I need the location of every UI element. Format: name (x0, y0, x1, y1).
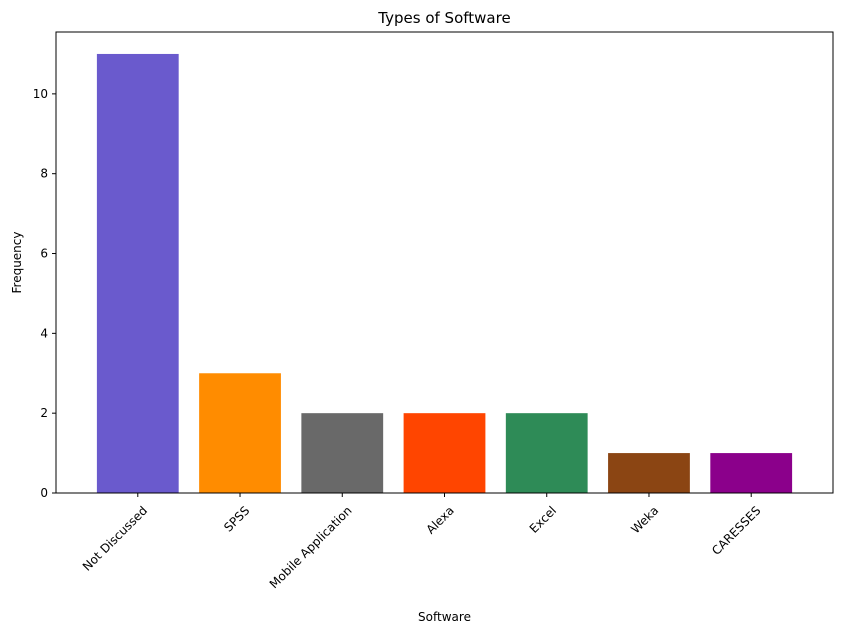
x-tick-label-caresses: CARESSES (709, 503, 763, 557)
bar-alexa (403, 413, 486, 493)
y-tick-label: 8 (40, 167, 48, 181)
bars-layer (96, 53, 793, 493)
bar-caresses (710, 453, 793, 493)
x-tick-label-weka: Weka (628, 503, 661, 536)
bar-weka (608, 453, 690, 493)
y-axis-ticks: 0 2 4 6 8 10 (33, 87, 56, 500)
x-tick-label-not-discussed: Not Discussed (80, 503, 150, 573)
y-tick-label: 0 (40, 486, 48, 500)
x-tick-label-excel: Excel (527, 503, 559, 535)
bar-excel (505, 413, 588, 493)
y-tick-label: 4 (40, 326, 48, 340)
x-tick-label-alexa: Alexa (423, 503, 456, 536)
y-axis-label: Frequency (10, 232, 24, 294)
y-tick-label: 2 (40, 406, 48, 420)
x-axis-ticks: Not Discussed SPSS Mobile Application Alexa… (80, 493, 764, 591)
y-tick-label: 6 (40, 247, 48, 261)
bar-not-discussed (96, 53, 179, 493)
bar-spss (199, 373, 281, 493)
x-tick-label-spss: SPSS (221, 503, 252, 534)
y-tick-label: 10 (33, 87, 48, 101)
chart-title: Types of Software (377, 9, 510, 27)
plot-frame (55, 31, 834, 494)
x-axis-label: Software (418, 610, 471, 624)
bar-mobile-application (301, 413, 384, 493)
x-tick-label-mobile-application: Mobile Application (267, 503, 355, 591)
